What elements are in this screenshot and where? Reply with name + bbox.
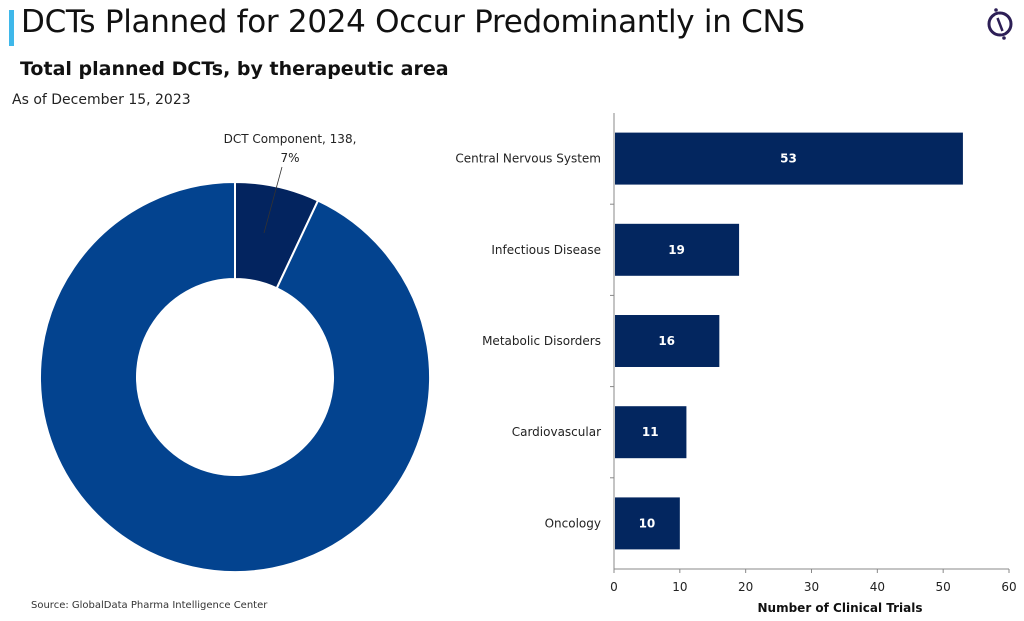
bar-value-label: 16 (658, 334, 675, 348)
bar-value-label: 53 (780, 152, 797, 166)
bar-value-label: 11 (642, 425, 659, 439)
category-label: Cardiovascular (512, 425, 601, 439)
source-note: Source: GlobalData Pharma Intelligence C… (31, 600, 268, 611)
x-tick-label: 20 (738, 580, 753, 594)
page-title: DCTs Planned for 2024 Occur Predominantl… (21, 4, 805, 40)
chart-subtitle: Total planned DCTs, by therapeutic area (20, 58, 449, 80)
x-tick-label: 50 (936, 580, 951, 594)
x-tick-label: 60 (1001, 580, 1016, 594)
bar-value-label: 10 (639, 516, 656, 530)
donut-leader-line (263, 166, 283, 234)
category-label: Infectious Disease (491, 243, 601, 257)
category-label: Metabolic Disorders (482, 334, 601, 348)
as-of-date: As of December 15, 2023 (12, 92, 191, 108)
x-tick-label: 0 (610, 580, 618, 594)
donut-chart (39, 180, 431, 573)
bar (615, 315, 720, 367)
bar-value-label: 19 (668, 243, 685, 257)
globaldata-logo-icon (987, 8, 1013, 40)
donut-slice-percent-label: 7% (280, 151, 299, 165)
category-label: Oncology (545, 516, 601, 530)
donut-slice-label: DCT Component, 138, (224, 132, 357, 146)
x-tick-label: 30 (804, 580, 819, 594)
bar-chart: 0 10 20 30 40 50 60 53 Central Nervous System 19 I… (455, 113, 1017, 594)
x-tick-label: 10 (672, 580, 687, 594)
category-label: Central Nervous System (455, 152, 601, 166)
title-accent-bar (9, 10, 14, 46)
bar (615, 406, 687, 459)
bar (615, 223, 740, 276)
donut-slice-other (39, 180, 431, 573)
bar (615, 497, 680, 550)
x-axis-label: Number of Clinical Trials (758, 601, 923, 615)
x-tick-label: 40 (870, 580, 885, 594)
bar (615, 132, 963, 185)
